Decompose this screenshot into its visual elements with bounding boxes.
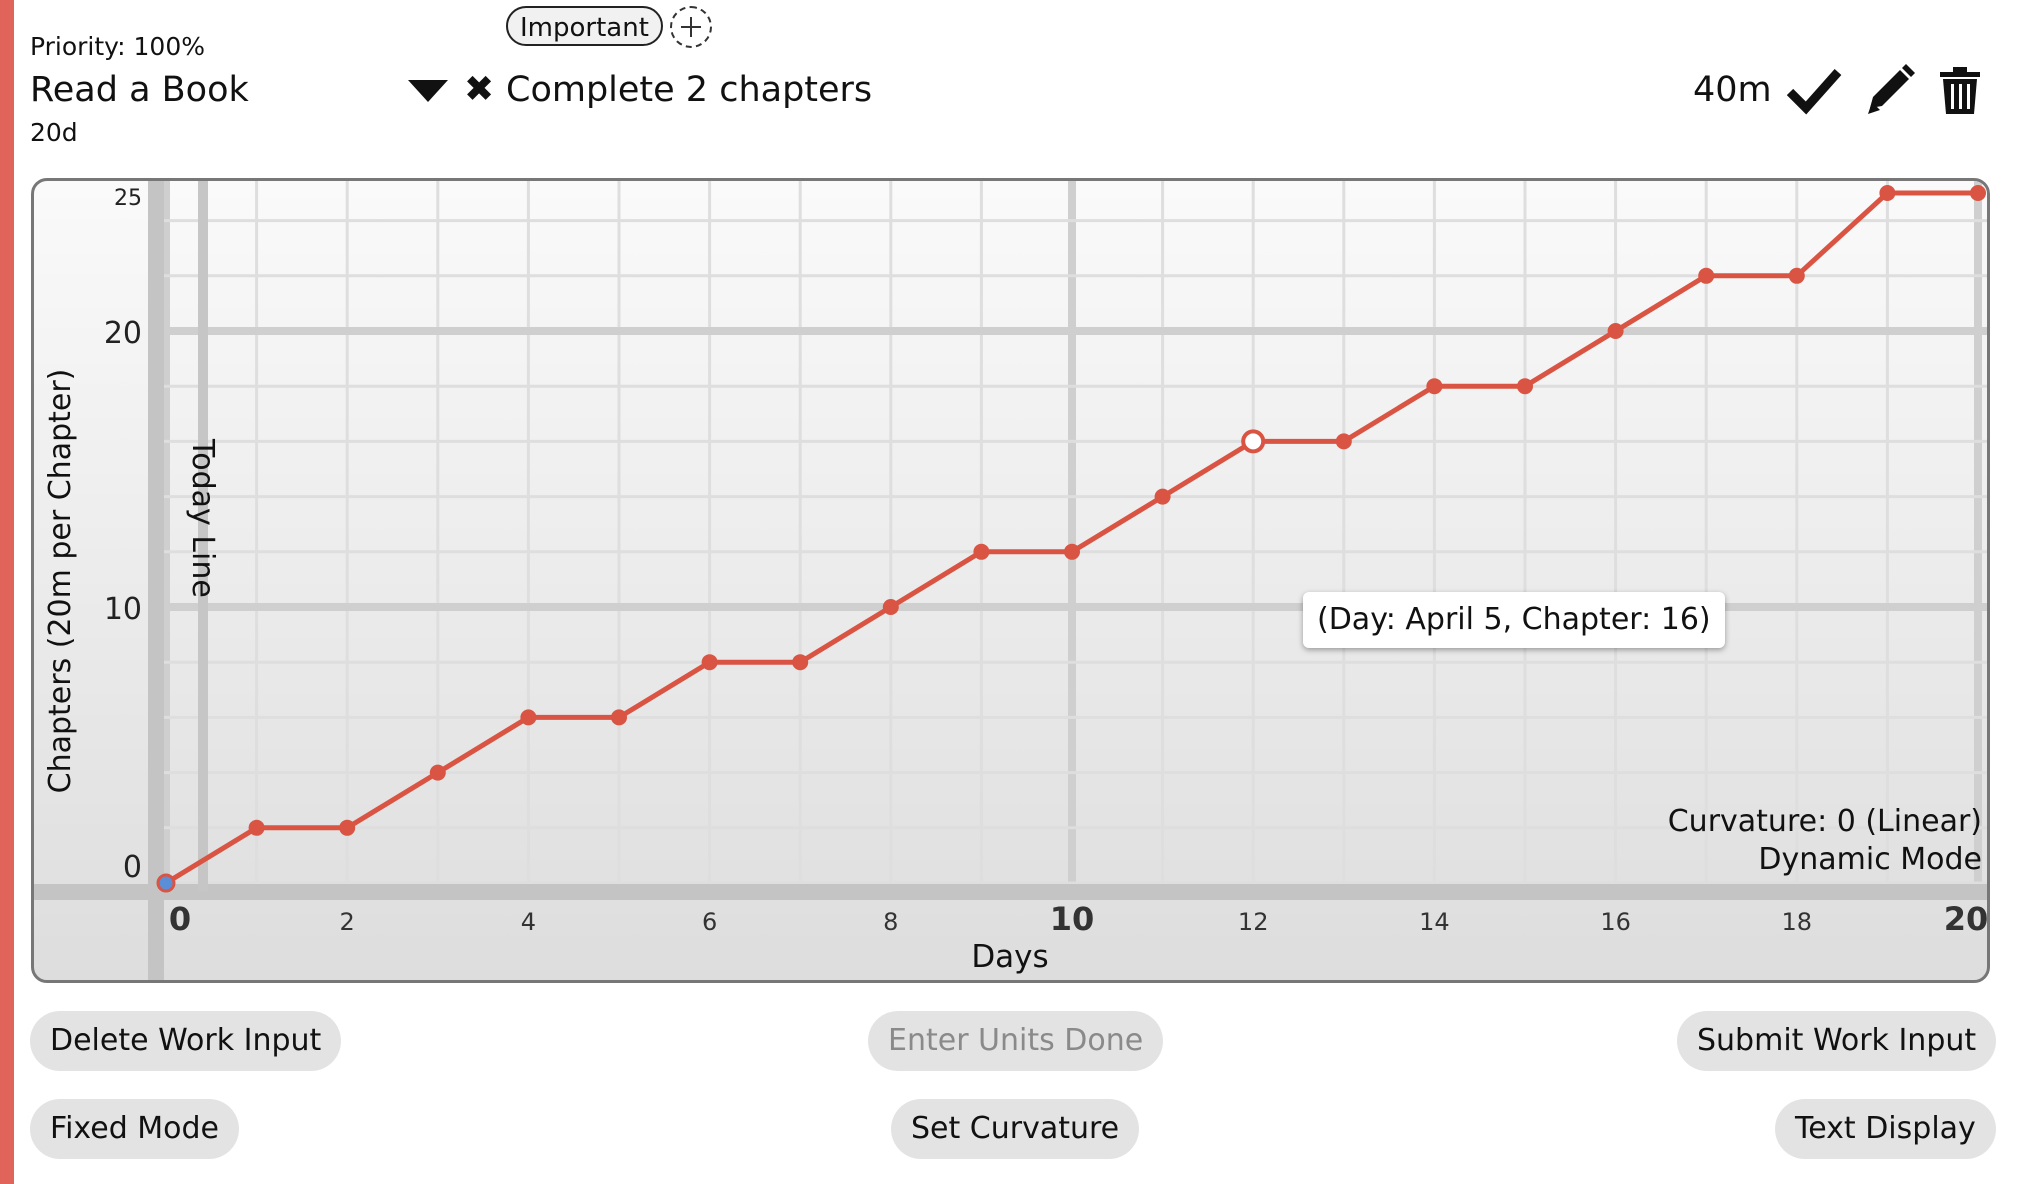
task-name: Read a Book	[30, 70, 249, 110]
data-point	[248, 819, 265, 836]
x-tick-label: 8	[883, 908, 898, 936]
data-point	[1154, 488, 1171, 505]
data-point	[1607, 323, 1624, 339]
delete-work-input-button[interactable]: Delete Work Input	[30, 1011, 342, 1071]
submit-work-input-button[interactable]: Submit Work Input	[1677, 1011, 1997, 1071]
data-point	[156, 873, 176, 893]
point-tooltip: (Day: April 5, Chapter: 16)	[1303, 592, 1725, 648]
x-tick-label: 10	[1050, 900, 1095, 938]
priority-label: Priority: 100%	[30, 32, 205, 61]
data-point	[1970, 185, 1986, 201]
text-display-button[interactable]: Text Display	[1775, 1099, 1996, 1159]
set-curvature-button[interactable]: Set Curvature	[891, 1099, 1140, 1159]
y-tick-label: 0	[123, 850, 142, 885]
triangle-down-icon[interactable]	[408, 80, 448, 102]
pencil-icon[interactable]	[1862, 64, 1918, 116]
x-tick-label: 14	[1419, 908, 1450, 936]
units-done-input[interactable]: Enter Units Done	[868, 1011, 1164, 1071]
add-tag-icon[interactable]	[670, 6, 712, 48]
y-tick-label: 25	[114, 186, 142, 211]
data-point	[429, 764, 446, 781]
data-point	[611, 709, 627, 726]
task-accent-bar	[0, 0, 14, 1184]
y-axis-label: Chapters (20m per Chapter)	[43, 369, 78, 794]
x-tick-label: 6	[702, 908, 717, 936]
x-tick-label: 20	[1944, 900, 1987, 938]
data-point	[1335, 433, 1352, 450]
x-tick-label: 0	[169, 900, 191, 938]
data-point	[1517, 378, 1533, 395]
data-point	[973, 543, 990, 560]
x-icon[interactable]: ✖	[464, 69, 495, 110]
x-tick-label: 2	[340, 908, 355, 936]
data-point	[1788, 267, 1805, 284]
fixed-mode-button[interactable]: Fixed Mode	[30, 1099, 240, 1159]
graph-canvas[interactable]: Today Line 0 10 20 25 0 2 4 6 8 10 12 14 16 18 20 Days Ch…	[34, 181, 1987, 980]
data-point	[1064, 543, 1080, 560]
x-tick-label: 18	[1782, 908, 1813, 936]
daily-goal-text: Complete 2 chapters	[506, 70, 873, 110]
data-point	[701, 654, 718, 671]
x-tick-label: 12	[1238, 908, 1269, 936]
work-schedule-graph[interactable]: Today Line 0 10 20 25 0 2 4 6 8 10 12 14 16 18 20 Days Ch…	[31, 178, 1990, 983]
x-tick-label: 16	[1600, 908, 1631, 936]
trash-icon[interactable]	[1932, 64, 1988, 116]
x-axis-label: Days	[971, 939, 1048, 975]
data-point	[1426, 378, 1443, 395]
data-point	[792, 654, 809, 671]
time-remaining: 40m	[1693, 70, 1772, 110]
data-point	[1698, 267, 1715, 284]
today-line-label: Today Line	[185, 438, 220, 598]
data-point	[520, 709, 537, 726]
hovered-data-point	[1241, 429, 1266, 454]
y-tick-label: 20	[104, 316, 142, 351]
x-tick-label: 4	[521, 908, 536, 936]
y-tick-label: 10	[104, 592, 142, 627]
data-point	[1879, 185, 1896, 201]
important-tag[interactable]: Important	[506, 6, 663, 46]
mode-text: Dynamic Mode	[1758, 842, 1982, 877]
check-icon[interactable]	[1786, 64, 1842, 116]
curvature-text: Curvature: 0 (Linear)	[1668, 804, 1982, 839]
due-in-label: 20d	[30, 118, 78, 147]
data-point	[882, 599, 899, 615]
data-point	[339, 819, 356, 836]
